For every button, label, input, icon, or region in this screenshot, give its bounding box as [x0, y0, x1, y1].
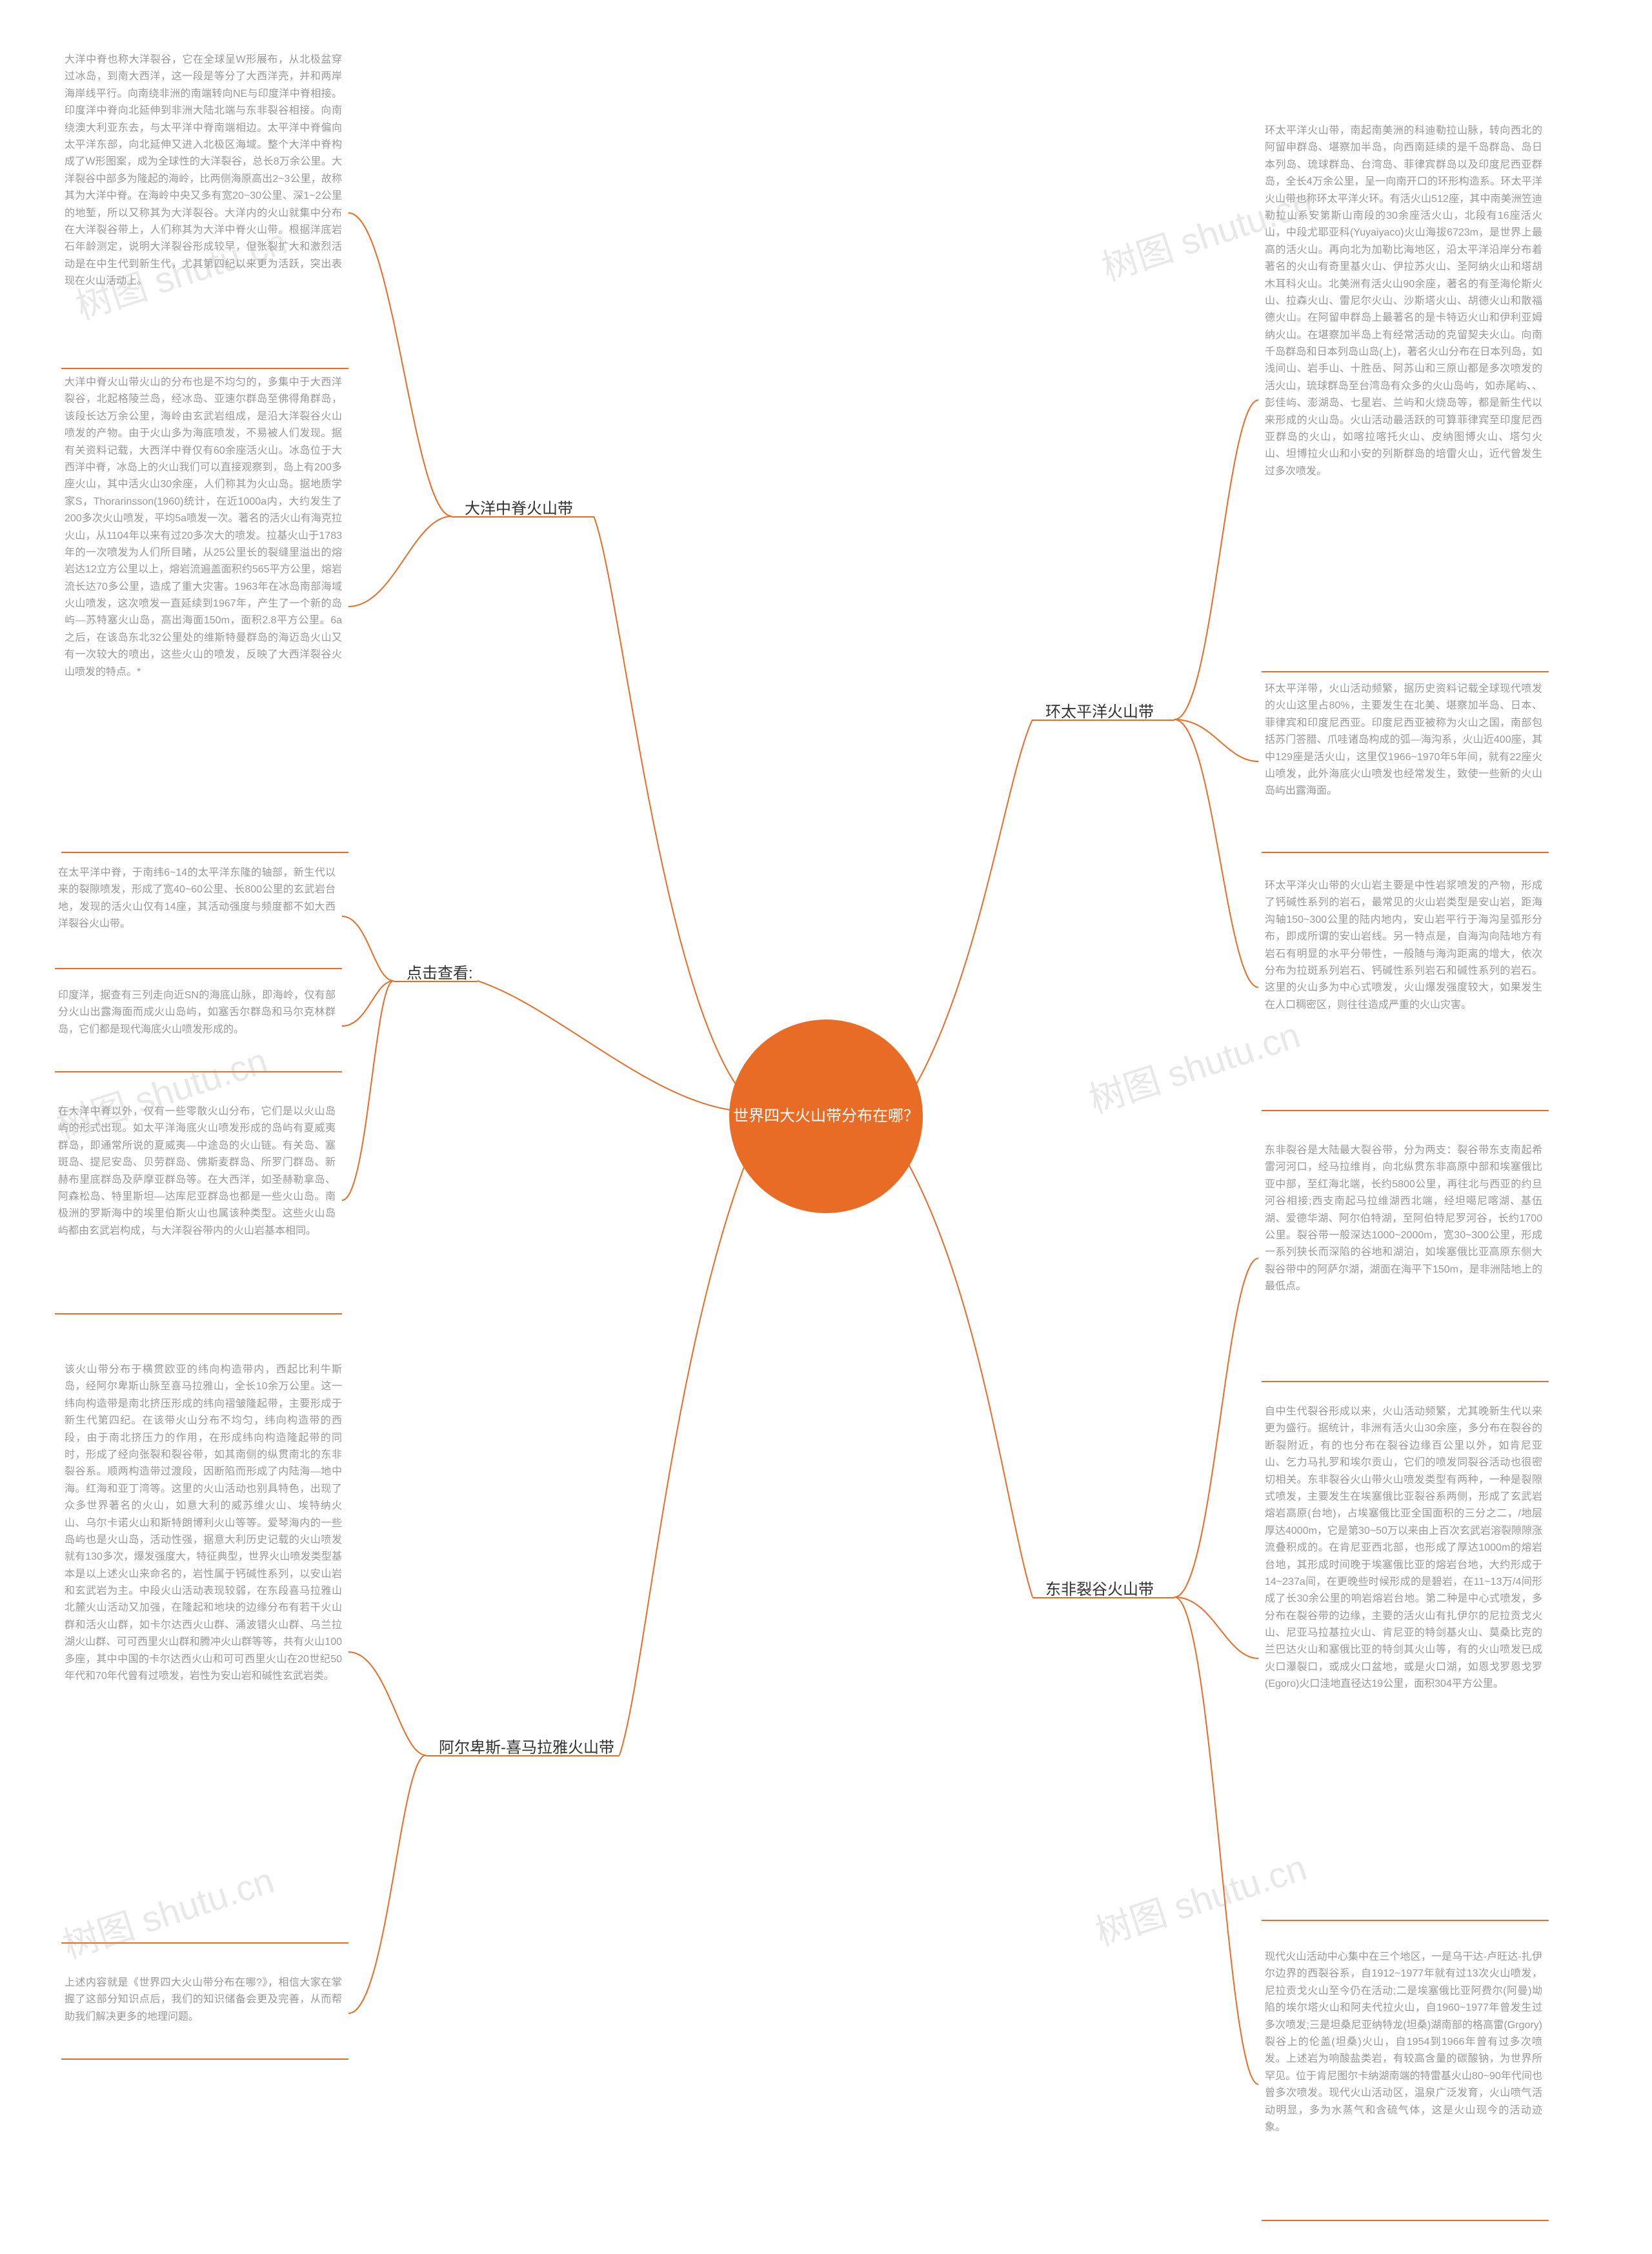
leaf-text: 现代火山活动中心集中在三个地区，一是乌干达-卢旺达-扎伊尔边界的西裂谷系，自19… — [1265, 1949, 1542, 2136]
center-topic-label: 世界四大火山带分布在哪？ — [733, 1105, 919, 1128]
leaf-underline — [55, 1071, 342, 1072]
leaf-underline — [1262, 1920, 1549, 1921]
leaf-text: 环太平洋火山带，南起南美洲的科迪勒拉山脉，转向西北的阿留申群岛、堪察加半岛，向西… — [1265, 123, 1542, 480]
leaf-text: 东非裂谷是大陆最大裂谷带，分为两支：裂谷带东支南起希雷河河口，经马拉维肖，向北纵… — [1265, 1142, 1542, 1296]
leaf-underline — [55, 968, 342, 969]
leaf-text: 自中生代裂谷形成以来，火山活动频繁，尤其晚新生代以来更为盛行。据统计，非洲有活火… — [1265, 1404, 1542, 1693]
branch-east-africa-rift[interactable]: 东非裂谷火山带 — [1045, 1576, 1154, 1602]
branch-ocean-ridge[interactable]: 大洋中脊火山带 — [465, 496, 573, 521]
leaf-text: 环太平洋带，火山活动频繁，据历史资料记载全球现代喷发的火山这里占80%，主要发生… — [1265, 681, 1542, 800]
leaf-underline — [61, 2058, 348, 2060]
leaf-text: 大洋中脊也称大洋裂谷，它在全球呈W形展布，从北极盆穿过冰岛，到南大西洋，这一段是… — [65, 52, 342, 290]
leaf-text: 该火山带分布于横贯欧亚的纬向构造带内，西起比利牛斯岛，经阿尔卑斯山脉至喜马拉雅山… — [65, 1362, 342, 1685]
watermark: 树图 shutu.cn — [1088, 1839, 1313, 1957]
branch-alps-himalaya[interactable]: 阿尔卑斯-喜马拉雅火山带 — [439, 1735, 614, 1760]
center-topic[interactable]: 世界四大火山带分布在哪？ — [729, 1020, 923, 1213]
branch-pacific-ring[interactable]: 环太平洋火山带 — [1045, 699, 1154, 724]
leaf-underline — [1262, 1110, 1549, 1111]
leaf-underline — [1262, 1381, 1549, 1382]
leaf-underline — [1262, 852, 1549, 853]
leaf-underline — [1262, 2220, 1549, 2221]
leaf-text: 印度洋，据查有三列走向近SN的海底山脉，即海岭，仅有部分火山出露海面而成火山岛屿… — [58, 987, 336, 1038]
leaf-text: 大洋中脊火山带火山的分布也是不均匀的，多集中于大西洋裂谷，北起格陵兰岛，经冰岛、… — [65, 374, 342, 681]
watermark: 树图 shutu.cn — [55, 1852, 280, 1969]
leaf-underline — [1262, 671, 1549, 672]
leaf-text: 在大洋中脊以外，仅有一些零散火山分布，它们是以火山岛屿的形式出现。如太平洋海底火… — [58, 1103, 336, 1240]
leaf-text: 上述内容就是《世界四大火山带分布在哪?》，相信大家在掌握了这部分知识点后，我们的… — [65, 1975, 342, 2026]
leaf-underline — [55, 1313, 342, 1314]
leaf-underline — [61, 1942, 348, 1944]
watermark: 树图 shutu.cn — [1082, 1007, 1306, 1124]
leaf-text: 环太平洋火山带的火山岩主要是中性岩浆喷发的产物，形成了钙碱性系列的岩石，最常见的… — [1265, 878, 1542, 1014]
leaf-text: 在太平洋中脊，于南纬6~14的太平洋东隆的轴部，新生代以来的裂隙喷发，形成了宽4… — [58, 865, 336, 933]
branch-click-view[interactable]: 点击查看: — [407, 960, 473, 985]
leaf-underline — [61, 368, 348, 369]
leaf-underline — [61, 852, 348, 853]
